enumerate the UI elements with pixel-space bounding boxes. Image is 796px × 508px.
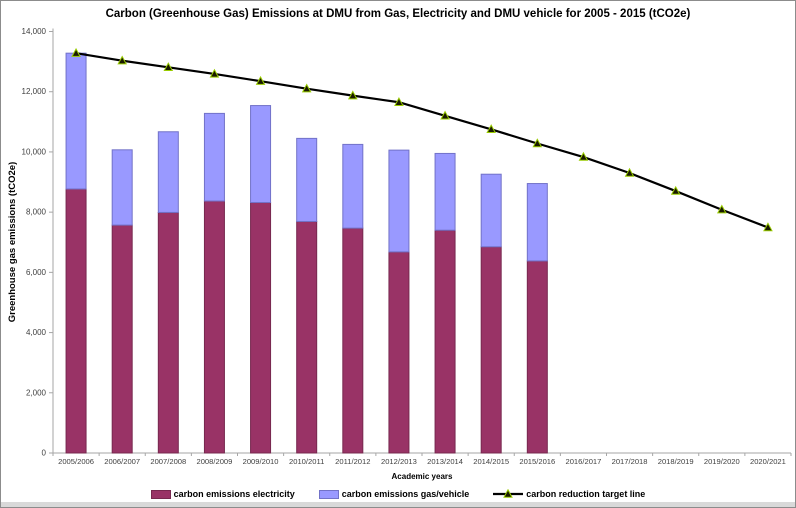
target-line-icon [493,489,524,498]
gas-vehicle-swatch-icon [318,489,339,499]
bar-electricity-2006/2007 [111,224,133,454]
bar-gas-vehicle-2006/2007 [111,149,133,226]
axes [49,28,792,456]
bar-electricity-2011/2012 [342,227,364,454]
y-tick-label: 4,000 [26,328,47,337]
x-category-label: 2018/2019 [658,457,694,466]
target-marker-2011/2012 [347,90,358,100]
x-category-label: 2019/2020 [704,457,740,466]
bar-electricity-2005/2006 [65,188,87,454]
legend-item-target-line: carbon reduction target line [493,489,645,499]
axis-labels: 0 2,000 4,000 6,000 8,000 10,000 12,000 14,000 2… [22,27,786,466]
target-marker-2007/2008 [163,62,174,72]
target-marker-2019/2020 [716,204,727,214]
chart-legend: carbon emissions electricity carbon emis… [1,489,795,499]
y-tick-label: 8,000 [26,208,47,217]
x-category-label: 2005/2006 [58,457,94,466]
bar-electricity-2007/2008 [157,211,179,454]
legend-item-gas-vehicle: carbon emissions gas/vehicle [318,489,470,499]
target-marker-2010/2011 [301,83,312,93]
target-marker-2015/2016 [532,138,543,148]
bar-electricity-2014/2015 [480,246,502,454]
x-category-label: 2016/2017 [565,457,601,466]
x-category-label: 2015/2016 [519,457,555,466]
bar-electricity-2012/2013 [388,251,410,454]
bar-gas-vehicle-2009/2010 [250,105,272,204]
x-category-label: 2008/2009 [196,457,232,466]
target-marker-2018/2019 [670,185,681,195]
target-marker-2012/2013 [394,97,404,106]
target-marker-2014/2015 [486,124,497,134]
bar-electricity-2008/2009 [203,200,225,454]
x-category-label: 2017/2018 [612,457,648,466]
y-tick-label: 6,000 [26,268,47,277]
target-line [71,47,773,232]
bar-gas-vehicle-2012/2013 [388,149,410,253]
target-marker-2017/2018 [624,167,635,177]
bottom-strip [1,502,795,507]
target-marker-2013/2014 [440,110,450,120]
bar-electricity-2013/2014 [434,229,456,454]
y-tick-label: 2,000 [26,388,47,397]
x-axis-title: Academic years [392,472,453,481]
y-tick-label: 10,000 [22,147,47,156]
electricity-swatch-icon [150,489,171,499]
target-marker-2020/2021 [763,222,773,232]
target-marker-2005/2006 [71,47,81,57]
target-marker-2009/2010 [255,75,266,85]
y-tick-label: 0 [42,449,47,458]
y-tick-label: 14,000 [22,27,47,36]
legend-triangle-marker-icon [503,489,514,498]
x-category-label: 2010/2011 [289,457,324,466]
bar-electricity-2010/2011 [296,220,318,454]
bar-gas-vehicle-2014/2015 [480,173,502,248]
x-category-label: 2011/2012 [335,457,370,466]
legend-item-electricity: carbon emissions electricity [150,489,295,499]
bar-gas-vehicle-2005/2006 [65,52,87,190]
bar-electricity-2015/2016 [526,260,548,454]
bar-gas-vehicle-2011/2012 [342,143,364,229]
bar-gas-vehicle-2013/2014 [434,152,456,231]
x-category-label: 2009/2010 [243,457,279,466]
target-polyline [75,52,769,229]
bars [65,52,548,454]
x-category-label: 2006/2007 [104,457,140,466]
bar-gas-vehicle-2008/2009 [203,112,225,202]
target-marker-2006/2007 [117,55,128,65]
bar-gas-vehicle-2015/2016 [526,183,548,262]
bar-electricity-2009/2010 [250,202,272,454]
bar-gas-vehicle-2007/2008 [157,131,179,213]
x-category-label: 2020/2021 [750,457,786,466]
x-category-label: 2013/2014 [427,457,463,466]
y-axis-title: Greenhouse gas emissions (tCO2e) [7,162,18,323]
legend-label-electricity: carbon emissions electricity [173,489,295,499]
bar-gas-vehicle-2010/2011 [296,137,318,222]
chart-title: Carbon (Greenhouse Gas) Emissions at DMU… [105,8,691,20]
y-tick-label: 12,000 [22,87,47,96]
x-category-label: 2012/2013 [381,457,417,466]
target-marker-2008/2009 [209,68,220,78]
legend-label-target-line: carbon reduction target line [526,489,646,499]
x-category-label: 2007/2008 [150,457,186,466]
target-marker-2016/2017 [578,151,589,161]
x-category-label: 2014/2015 [473,457,509,466]
legend-label-gas-vehicle: carbon emissions gas/vehicle [341,489,470,499]
